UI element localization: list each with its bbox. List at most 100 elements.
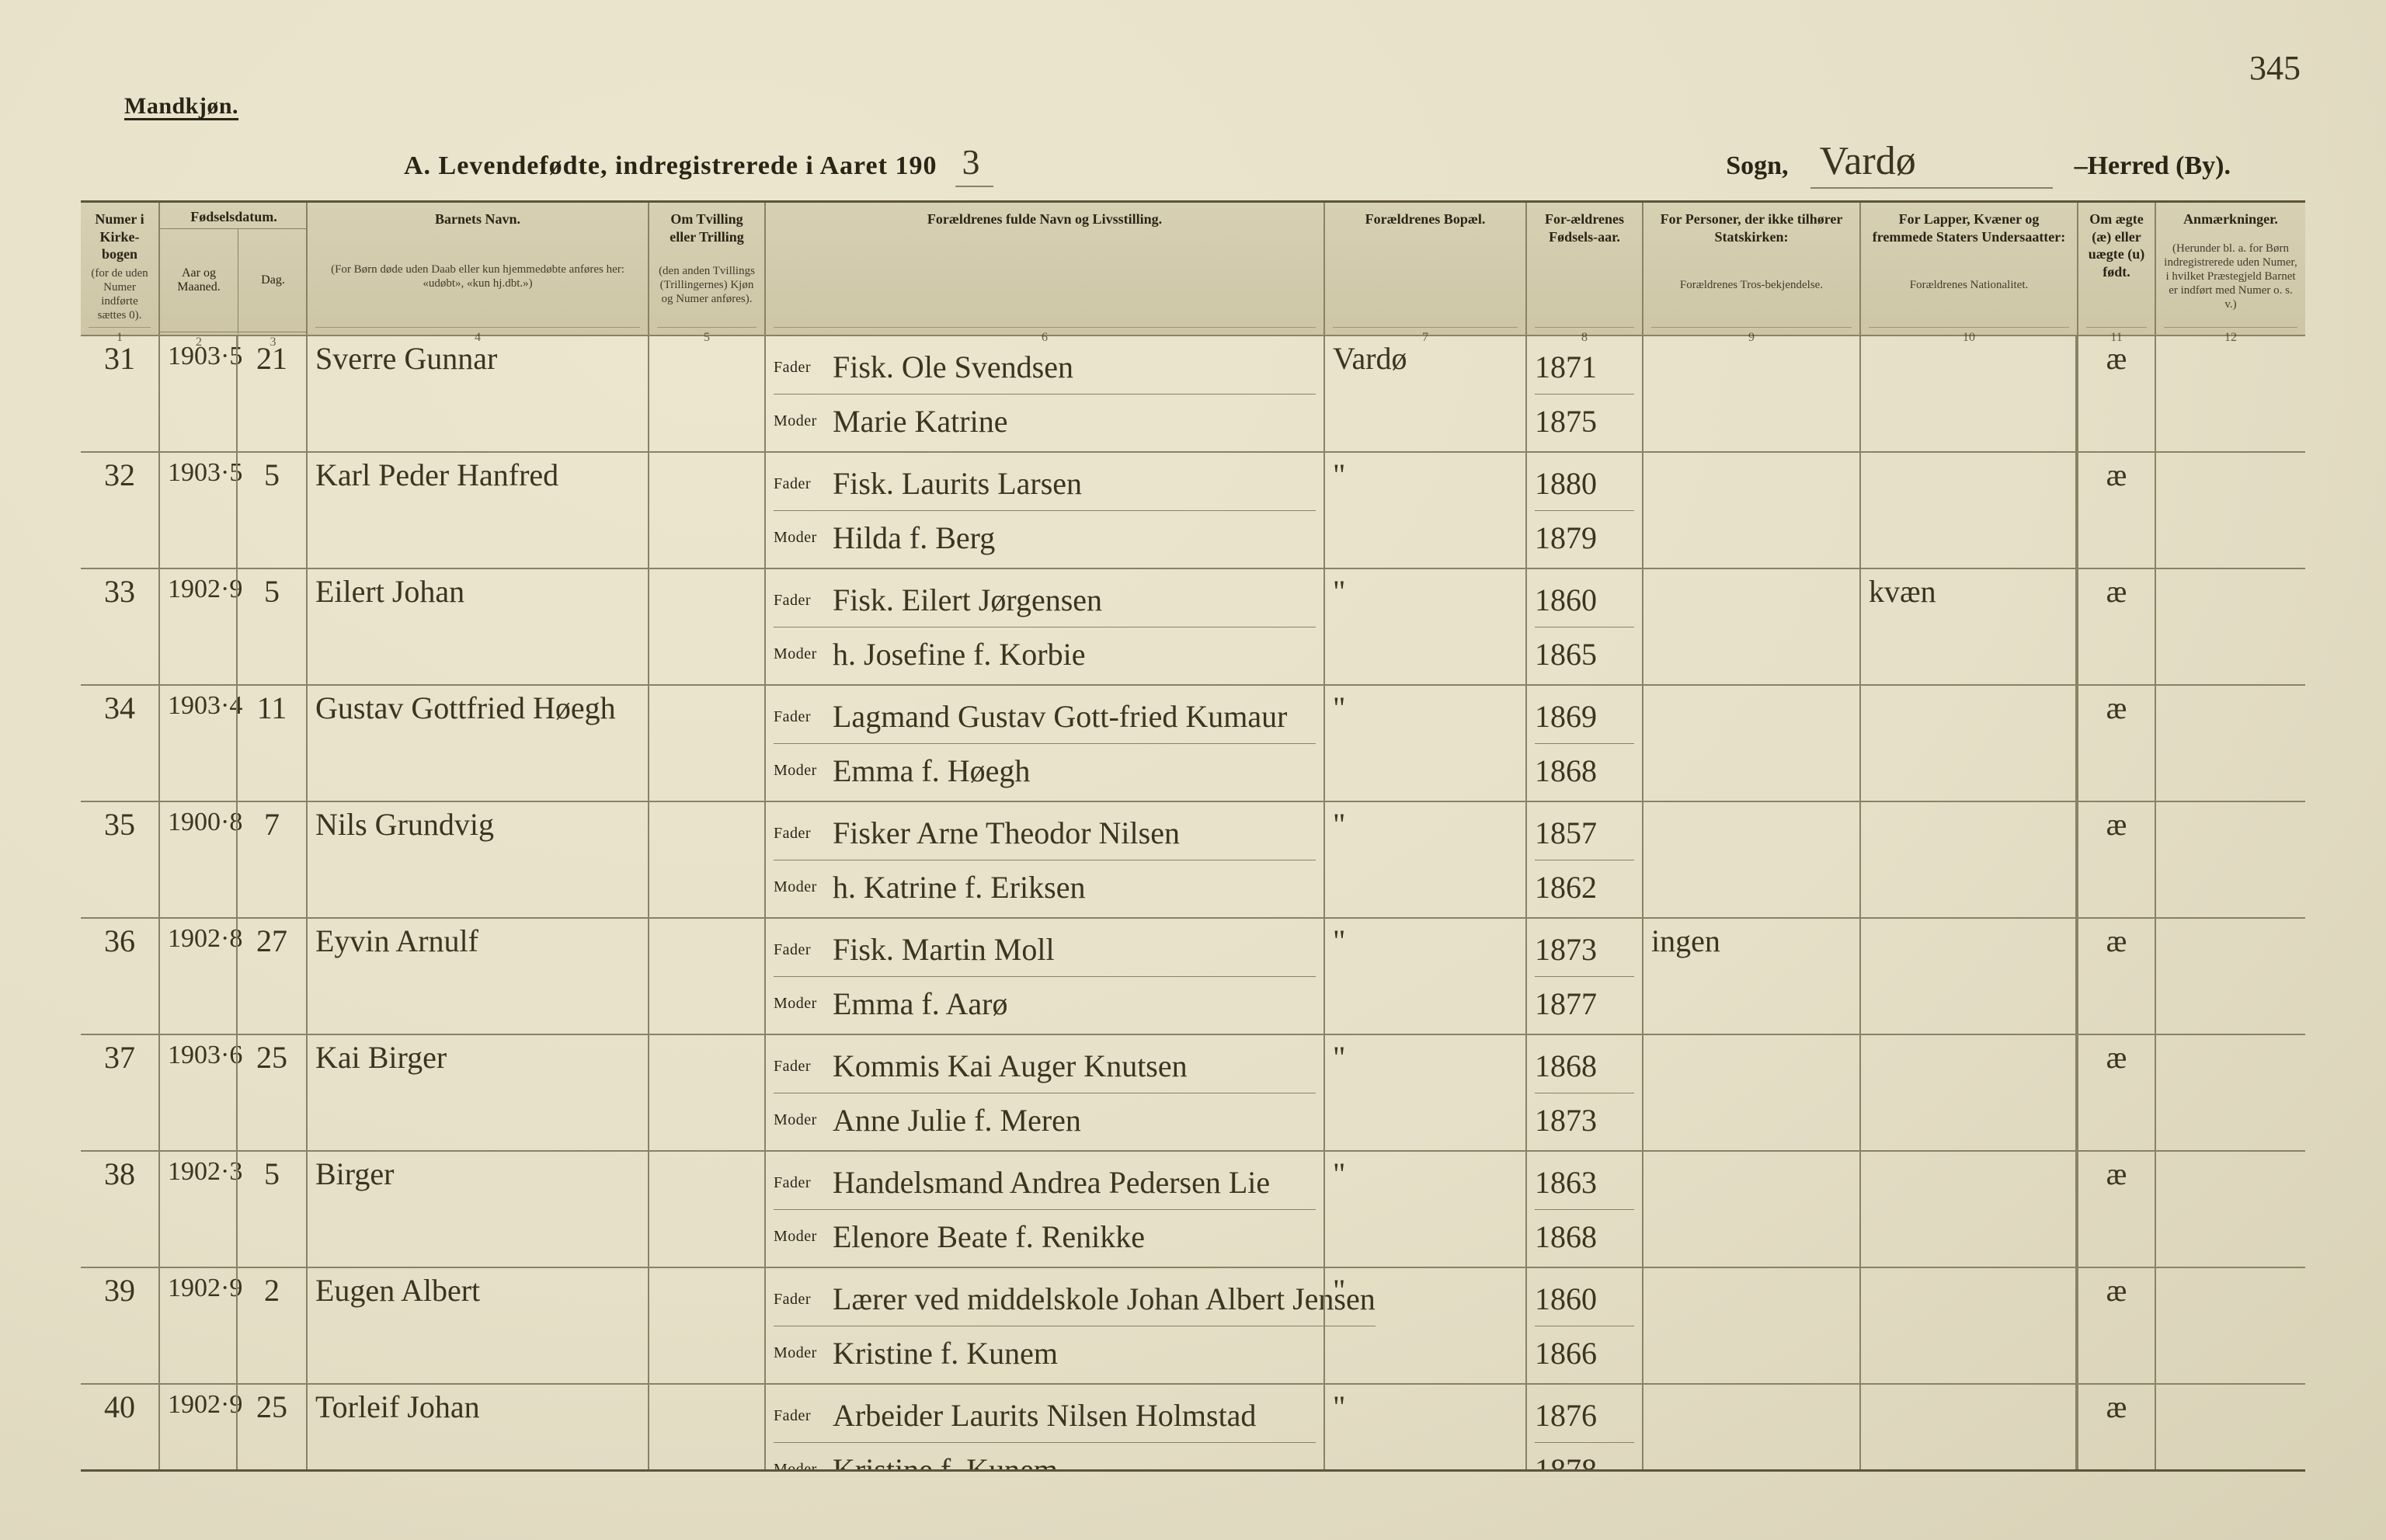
col-12-header: Anmærkninger. (Herunder bl. a. for Børn …: [2155, 203, 2305, 349]
cell-parents: FaderFisk. Eilert JørgensenModerh. Josef…: [764, 569, 1323, 684]
sogn-value: Vardø: [1810, 138, 2053, 189]
page-number: 345: [2249, 48, 2301, 88]
cell-parent-years: 18681873: [1525, 1035, 1642, 1150]
year-fader: 1860: [1535, 1273, 1634, 1326]
cell-year-month: 1902·9: [158, 1385, 236, 1469]
table-row: 351900·87Nils GrundvigFaderFisker Arne T…: [81, 801, 2305, 917]
cell-day: 2: [236, 1268, 306, 1383]
col-5-title: Om Tvilling eller Trilling: [657, 210, 756, 245]
cell-parent-years: 18571862: [1525, 802, 1642, 917]
table-row: 391902·92Eugen AlbertFaderLærer ved midd…: [81, 1267, 2305, 1383]
year-moder: 1875: [1535, 395, 1634, 448]
table-row: 371903·625Kai BirgerFaderKommis Kai Auge…: [81, 1034, 2305, 1150]
cell-child-name: Torleif Johan: [306, 1385, 648, 1469]
fader-name: Fisker Arne Theodor Nilsen: [833, 815, 1180, 851]
cell-year-month: 1903·4: [158, 686, 236, 801]
cell-day: 5: [236, 569, 306, 684]
col-1-title: Numer i Kirke-bogen: [89, 210, 151, 263]
fader-name: Handelsmand Andrea Pedersen Lie: [833, 1165, 1270, 1201]
year-fader: 1857: [1535, 807, 1634, 860]
year-moder: 1862: [1535, 860, 1634, 914]
year-fader: 1871: [1535, 341, 1634, 395]
col-8-header: For-ældrenes Fødsels-aar. 8: [1525, 203, 1642, 349]
cell-bopael: ": [1323, 686, 1525, 801]
sogn-label: Sogn,: [1726, 151, 1788, 181]
cell-twin: [648, 802, 764, 917]
cell-bopael: ": [1323, 1152, 1525, 1267]
year-fader: 1873: [1535, 923, 1634, 977]
cell-num: 34: [81, 686, 158, 801]
cell-twin: [648, 336, 764, 451]
cell-parent-years: 18691868: [1525, 686, 1642, 801]
year-fader: 1868: [1535, 1040, 1634, 1093]
cell-anm: [2155, 1152, 2305, 1267]
table-row: 331902·95Eilert JohanFaderFisk. Eilert J…: [81, 568, 2305, 684]
cell-year-month: 1903·5: [158, 453, 236, 568]
fader-name: Kommis Kai Auger Knutsen: [833, 1048, 1188, 1084]
cell-anm: [2155, 453, 2305, 568]
col-5-header: Om Tvilling eller Trilling (den anden Tv…: [648, 203, 764, 349]
moder-name: Elenore Beate f. Renikke: [833, 1219, 1145, 1255]
moder-name: Kristine f. Kunem: [833, 1336, 1058, 1371]
cell-parent-years: 18711875: [1525, 336, 1642, 451]
table-row: 321903·55Karl Peder HanfredFaderFisk. La…: [81, 451, 2305, 568]
cell-year-month: 1900·8: [158, 802, 236, 917]
col-6-header: Forældrenes fulde Navn og Livsstilling. …: [764, 203, 1323, 349]
cell-num: 35: [81, 802, 158, 917]
cell-bopael: ": [1323, 1385, 1525, 1469]
cell-twin: [648, 686, 764, 801]
table-header: Numer i Kirke-bogen (for de uden Numer i…: [81, 203, 2305, 335]
cell-year-month: 1903·6: [158, 1035, 236, 1150]
cell-parents: FaderFisk. Ole SvendsenModerMarie Katrin…: [764, 336, 1323, 451]
cell-child-name: Eyvin Arnulf: [306, 919, 648, 1034]
cell-day: 5: [236, 1152, 306, 1267]
cell-nationalitet: [1859, 919, 2077, 1034]
moder-name: Anne Julie f. Meren: [833, 1103, 1081, 1138]
cell-parents: FaderArbeider Laurits Nilsen HolmstadMod…: [764, 1385, 1323, 1469]
cell-twin: [648, 569, 764, 684]
year-moder: 1873: [1535, 1093, 1634, 1147]
cell-aegte: æ: [2077, 802, 2155, 917]
cell-aegte: æ: [2077, 686, 2155, 801]
cell-bopael: Vardø: [1323, 336, 1525, 451]
moder-label: Moder: [774, 1228, 823, 1246]
fader-name: Fisk. Ole Svendsen: [833, 349, 1073, 385]
fader-label: Fader: [774, 1058, 823, 1076]
cell-nationalitet: [1859, 1385, 2077, 1469]
moder-name: Emma f. Høegh: [833, 753, 1030, 789]
cell-tros: [1642, 1268, 1859, 1383]
moder-label: Moder: [774, 645, 823, 663]
cell-tros: [1642, 569, 1859, 684]
fader-label: Fader: [774, 1174, 823, 1192]
col-7-title: Forældrenes Bopæl.: [1333, 210, 1518, 228]
year-fader: 1880: [1535, 457, 1634, 511]
cell-nationalitet: kvæn: [1859, 569, 2077, 684]
cell-bopael: ": [1323, 1035, 1525, 1150]
title-prefix: A. Levendefødte, indregistrerede i Aaret…: [404, 151, 937, 181]
cell-day: 25: [236, 1035, 306, 1150]
cell-parent-years: 18731877: [1525, 919, 1642, 1034]
fader-name: Fisk. Eilert Jørgensen: [833, 582, 1102, 618]
cell-year-month: 1902·9: [158, 569, 236, 684]
cell-twin: [648, 919, 764, 1034]
cell-parents: FaderFisk. Laurits LarsenModerHilda f. B…: [764, 453, 1323, 568]
col-12-title: Anmærkninger.: [2164, 210, 2297, 228]
cell-child-name: Nils Grundvig: [306, 802, 648, 917]
cell-parent-years: 18601865: [1525, 569, 1642, 684]
moder-name: h. Katrine f. Eriksen: [833, 870, 1085, 906]
cell-day: 21: [236, 336, 306, 451]
cell-bopael: ": [1323, 802, 1525, 917]
cell-anm: [2155, 569, 2305, 684]
cell-child-name: Gustav Gottfried Høegh: [306, 686, 648, 801]
fader-name: Lagmand Gustav Gott-fried Kumaur: [833, 699, 1287, 735]
col-1-sub: (for de uden Numer indførte sættes 0).: [89, 266, 151, 322]
moder-label: Moder: [774, 1461, 823, 1469]
col-10-sub: Forældrenes Nationalitet.: [1869, 278, 2069, 292]
cell-parent-years: 18761878: [1525, 1385, 1642, 1469]
cell-year-month: 1902·8: [158, 919, 236, 1034]
cell-twin: [648, 1268, 764, 1383]
col-4-title: Barnets Navn.: [315, 210, 640, 228]
col-4-header: Barnets Navn. (For Børn døde uden Daab e…: [306, 203, 648, 349]
col-7-header: Forældrenes Bopæl. 7: [1323, 203, 1525, 349]
fader-label: Fader: [774, 825, 823, 843]
